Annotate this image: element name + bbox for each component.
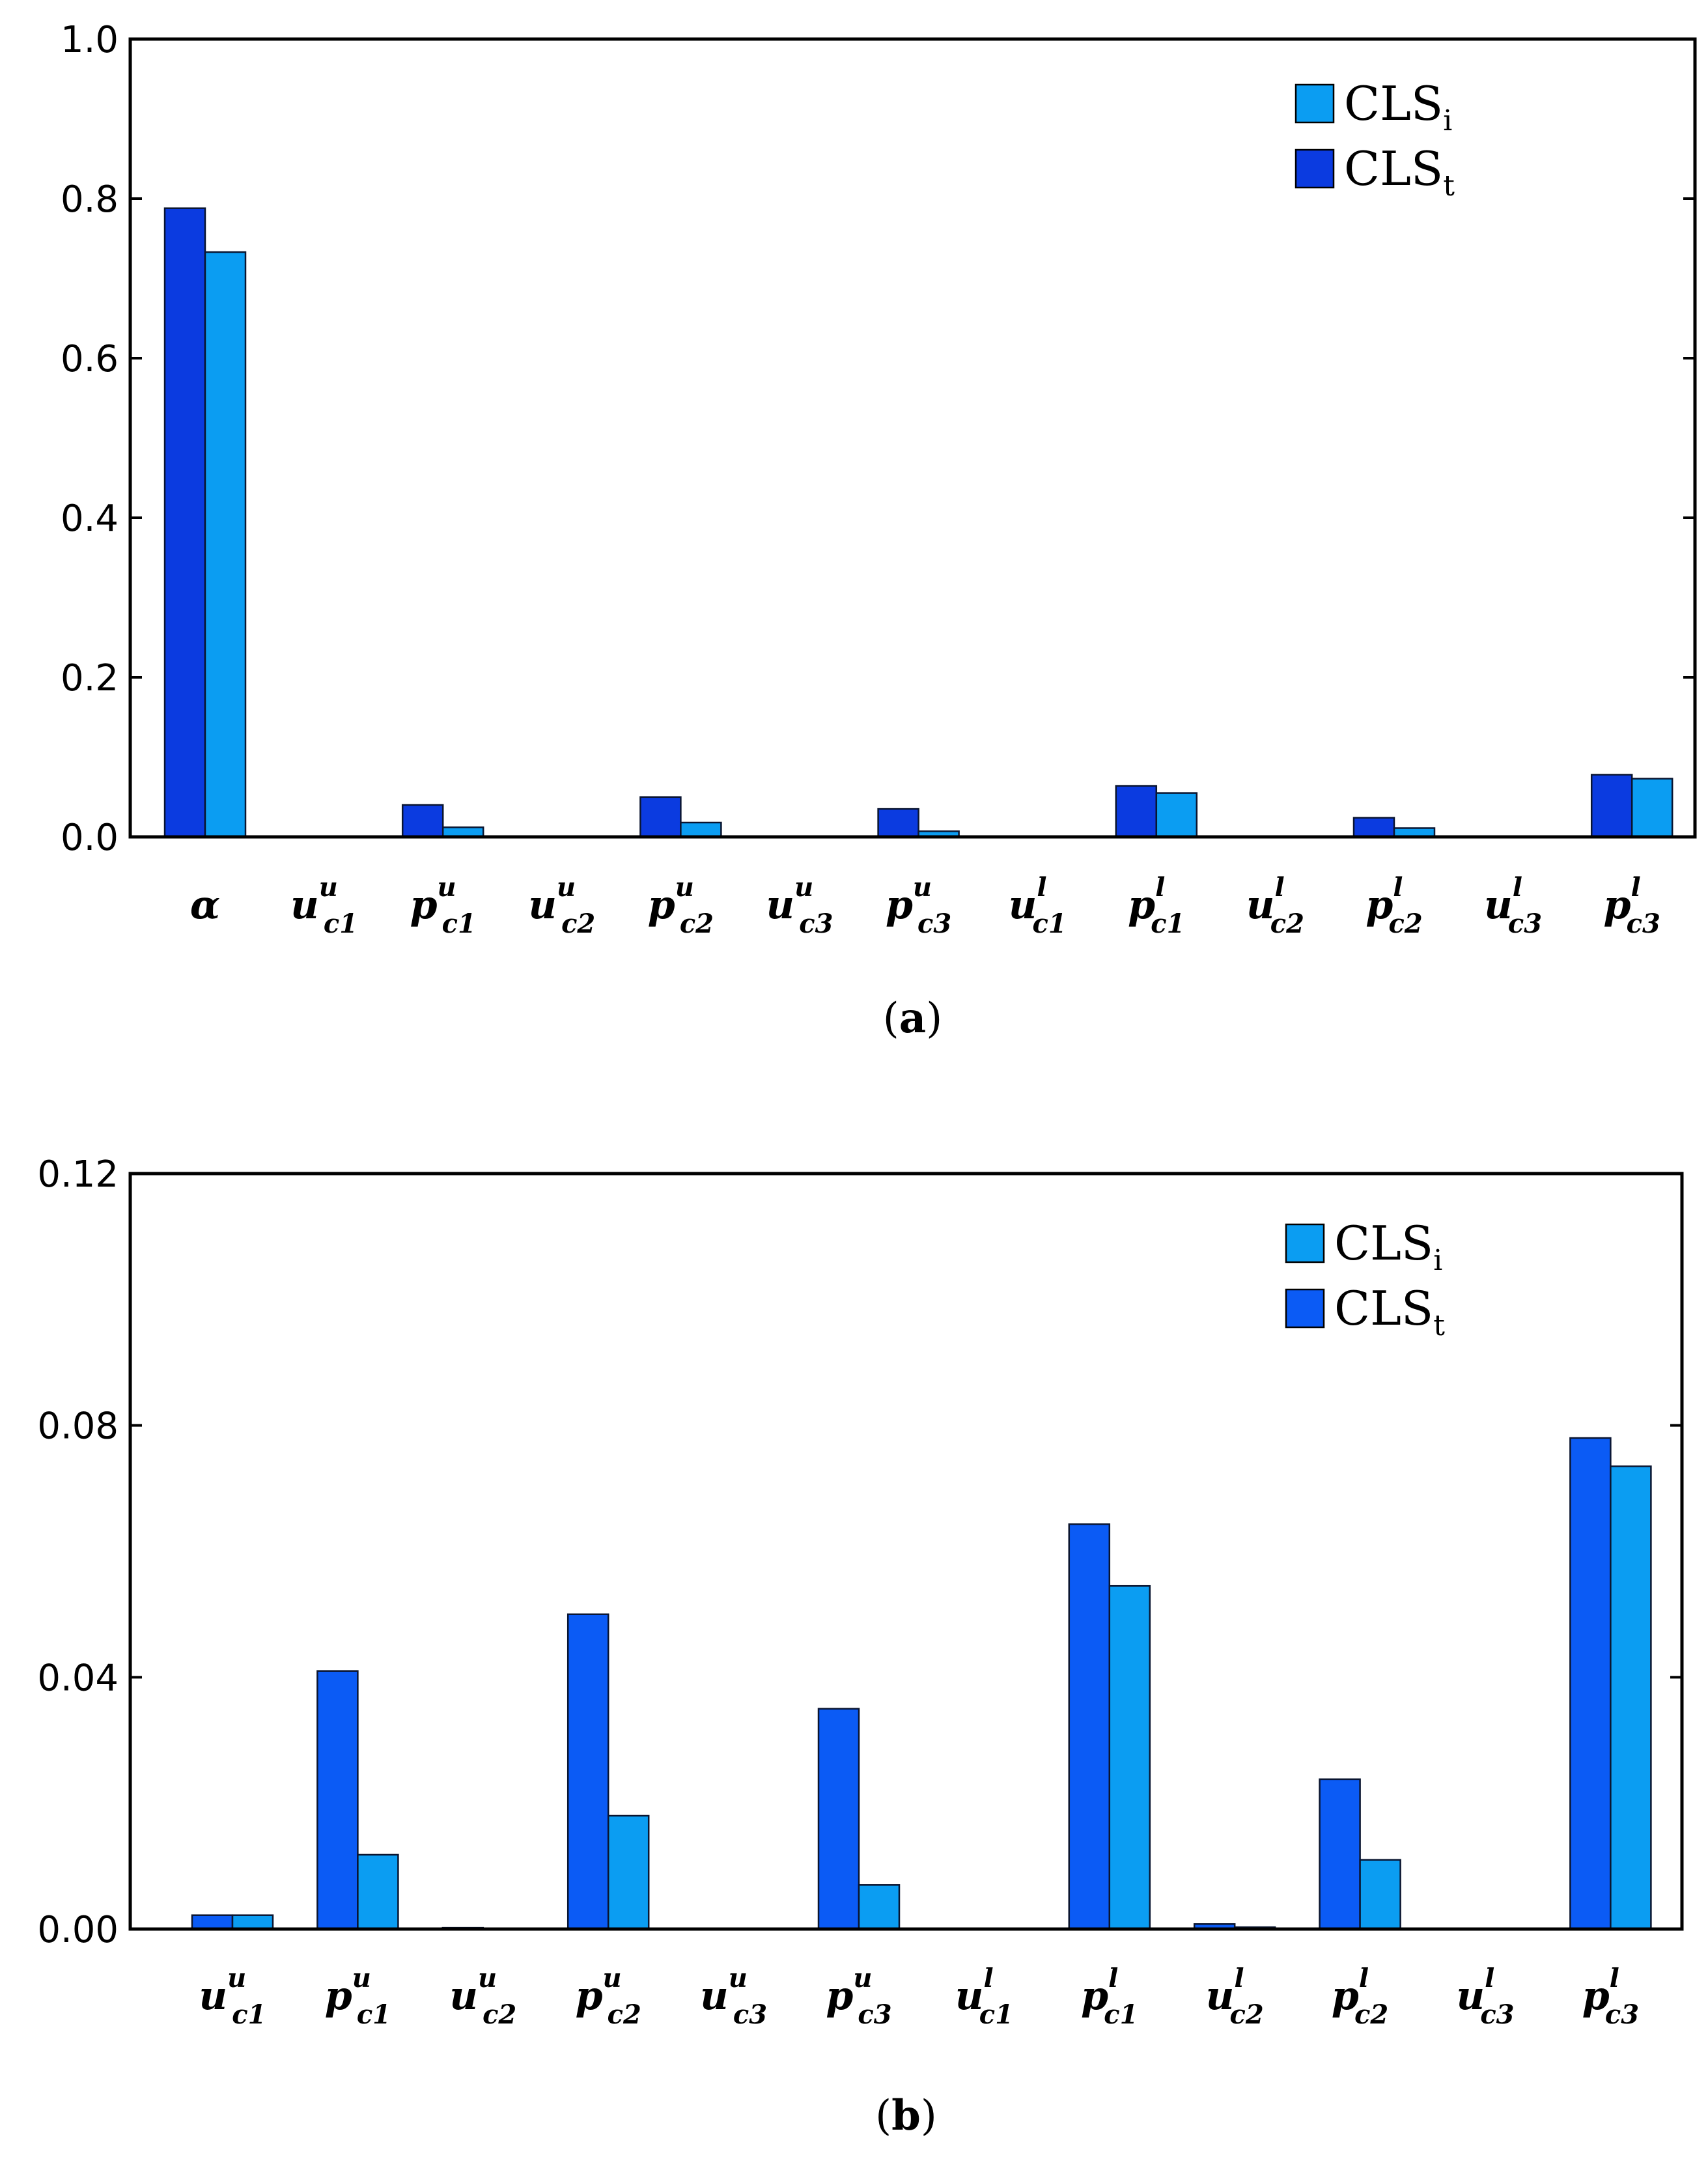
bar-b-cls-t-0 [191, 1914, 234, 1930]
legend-label-a-cls-i: CLSi [1344, 76, 1452, 137]
category-label-a-9: ul c2 [1246, 872, 1304, 939]
bar-a-cls-t-8 [1115, 785, 1158, 838]
bar-b-cls-t-9 [1319, 1778, 1361, 1930]
ytick-label-a-4: 0.8 [61, 178, 119, 221]
category-label-a-8: pl c1 [1128, 872, 1184, 939]
bar-b-cls-i-1 [357, 1854, 399, 1930]
bar-a-cls-t-10 [1352, 817, 1395, 838]
bar-b-cls-t-1 [316, 1670, 359, 1930]
plot-frame-a [128, 37, 1697, 839]
bar-a-cls-t-2 [401, 804, 444, 838]
panel-a: 0.0 0.2 0.4 0.6 0.8 1.0 α uu c1 pu c1 uu c2 pu c2 uu c3 p… [61, 19, 1697, 1043]
bar-a-cls-t-4 [639, 796, 682, 838]
ytick-label-b-2: 0.08 [37, 1405, 119, 1448]
category-label-b-6: ul c1 [955, 1963, 1013, 2030]
category-label-b-2: uu c2 [449, 1963, 516, 2030]
bar-b-cls-t-11 [1569, 1437, 1612, 1930]
bar-b-cls-t-7 [1068, 1523, 1111, 1930]
ytick-label-b-3: 0.12 [37, 1153, 119, 1196]
category-label-b-10: ul c3 [1456, 1963, 1514, 2030]
panel-caption-b: (b) [875, 2091, 937, 2140]
category-label-a-6: pu c3 [886, 872, 951, 939]
category-label-a-12: pl c3 [1604, 872, 1660, 939]
category-label-a-4: pu c2 [648, 872, 714, 939]
bar-b-cls-t-3 [567, 1613, 609, 1930]
category-label-a-1: uu c1 [290, 872, 357, 939]
bar-b-cls-i-9 [1359, 1859, 1401, 1930]
ytick-label-a-3: 0.6 [61, 338, 119, 380]
plot-frame-b [128, 1172, 1684, 1931]
bar-a-cls-i-4 [680, 821, 722, 838]
category-label-b-8: ul c2 [1206, 1963, 1264, 2030]
legend-swatch-a-cls-t [1295, 148, 1335, 189]
bar-b-cls-i-3 [607, 1814, 650, 1930]
panel-caption-a: (a) [883, 994, 942, 1043]
legend-swatch-b-cls-t [1285, 1288, 1325, 1329]
legend-swatch-b-cls-i [1285, 1223, 1325, 1263]
legend-label-b-cls-i: CLSi [1334, 1216, 1442, 1277]
category-label-b-0: uu c1 [199, 1963, 266, 2030]
bar-a-cls-i-12 [1631, 778, 1673, 838]
ytick-label-a-5: 1.0 [61, 19, 119, 61]
bar-b-cls-i-11 [1610, 1465, 1652, 1930]
bar-a-cls-t-0 [163, 207, 206, 838]
category-label-b-5: pu c3 [826, 1963, 891, 2030]
category-label-b-9: pl c2 [1332, 1963, 1388, 2030]
ytick-label-a-0: 0.0 [61, 817, 119, 859]
category-label-a-2: pu c1 [410, 872, 476, 939]
bar-a-cls-t-12 [1590, 774, 1633, 838]
category-label-a-11: ul c3 [1484, 872, 1542, 939]
ytick-label-a-2: 0.4 [61, 498, 119, 540]
bar-b-cls-i-5 [858, 1884, 901, 1930]
legend-label-b-cls-t: CLSt [1334, 1281, 1445, 1342]
bar-b-cls-i-7 [1108, 1585, 1151, 1930]
ytick-label-b-0: 0.00 [37, 1909, 119, 1951]
bar-b-cls-t-5 [817, 1708, 860, 1930]
category-label-b-4: uu c3 [700, 1963, 767, 2030]
category-label-b-1: pu c1 [325, 1963, 391, 2030]
ytick-label-b-1: 0.04 [37, 1657, 119, 1699]
ytick-label-a-1: 0.2 [61, 657, 119, 699]
category-label-a-5: uu c3 [766, 872, 833, 939]
category-label-a-3: uu c2 [528, 872, 595, 939]
category-label-b-3: pu c2 [576, 1963, 641, 2030]
bar-b-cls-i-0 [231, 1914, 274, 1930]
bar-a-cls-t-6 [877, 808, 919, 838]
legend-label-a-cls-t: CLSt [1344, 141, 1455, 203]
category-label-b-11: pl c3 [1582, 1963, 1639, 2030]
category-label-a-0: α [190, 882, 220, 928]
category-label-a-10: pl c2 [1365, 872, 1422, 939]
category-label-a-7: ul c1 [1009, 872, 1067, 939]
bar-a-cls-i-0 [204, 251, 247, 838]
category-label-b-7: pl c1 [1081, 1963, 1138, 2030]
panel-b: 0.00 0.04 0.08 0.12 uu c1 pu c1 uu c2 pu c2 uu c3 pu c3… [37, 1153, 1684, 2140]
legend-swatch-a-cls-i [1295, 83, 1335, 124]
bar-a-cls-i-8 [1155, 792, 1198, 838]
